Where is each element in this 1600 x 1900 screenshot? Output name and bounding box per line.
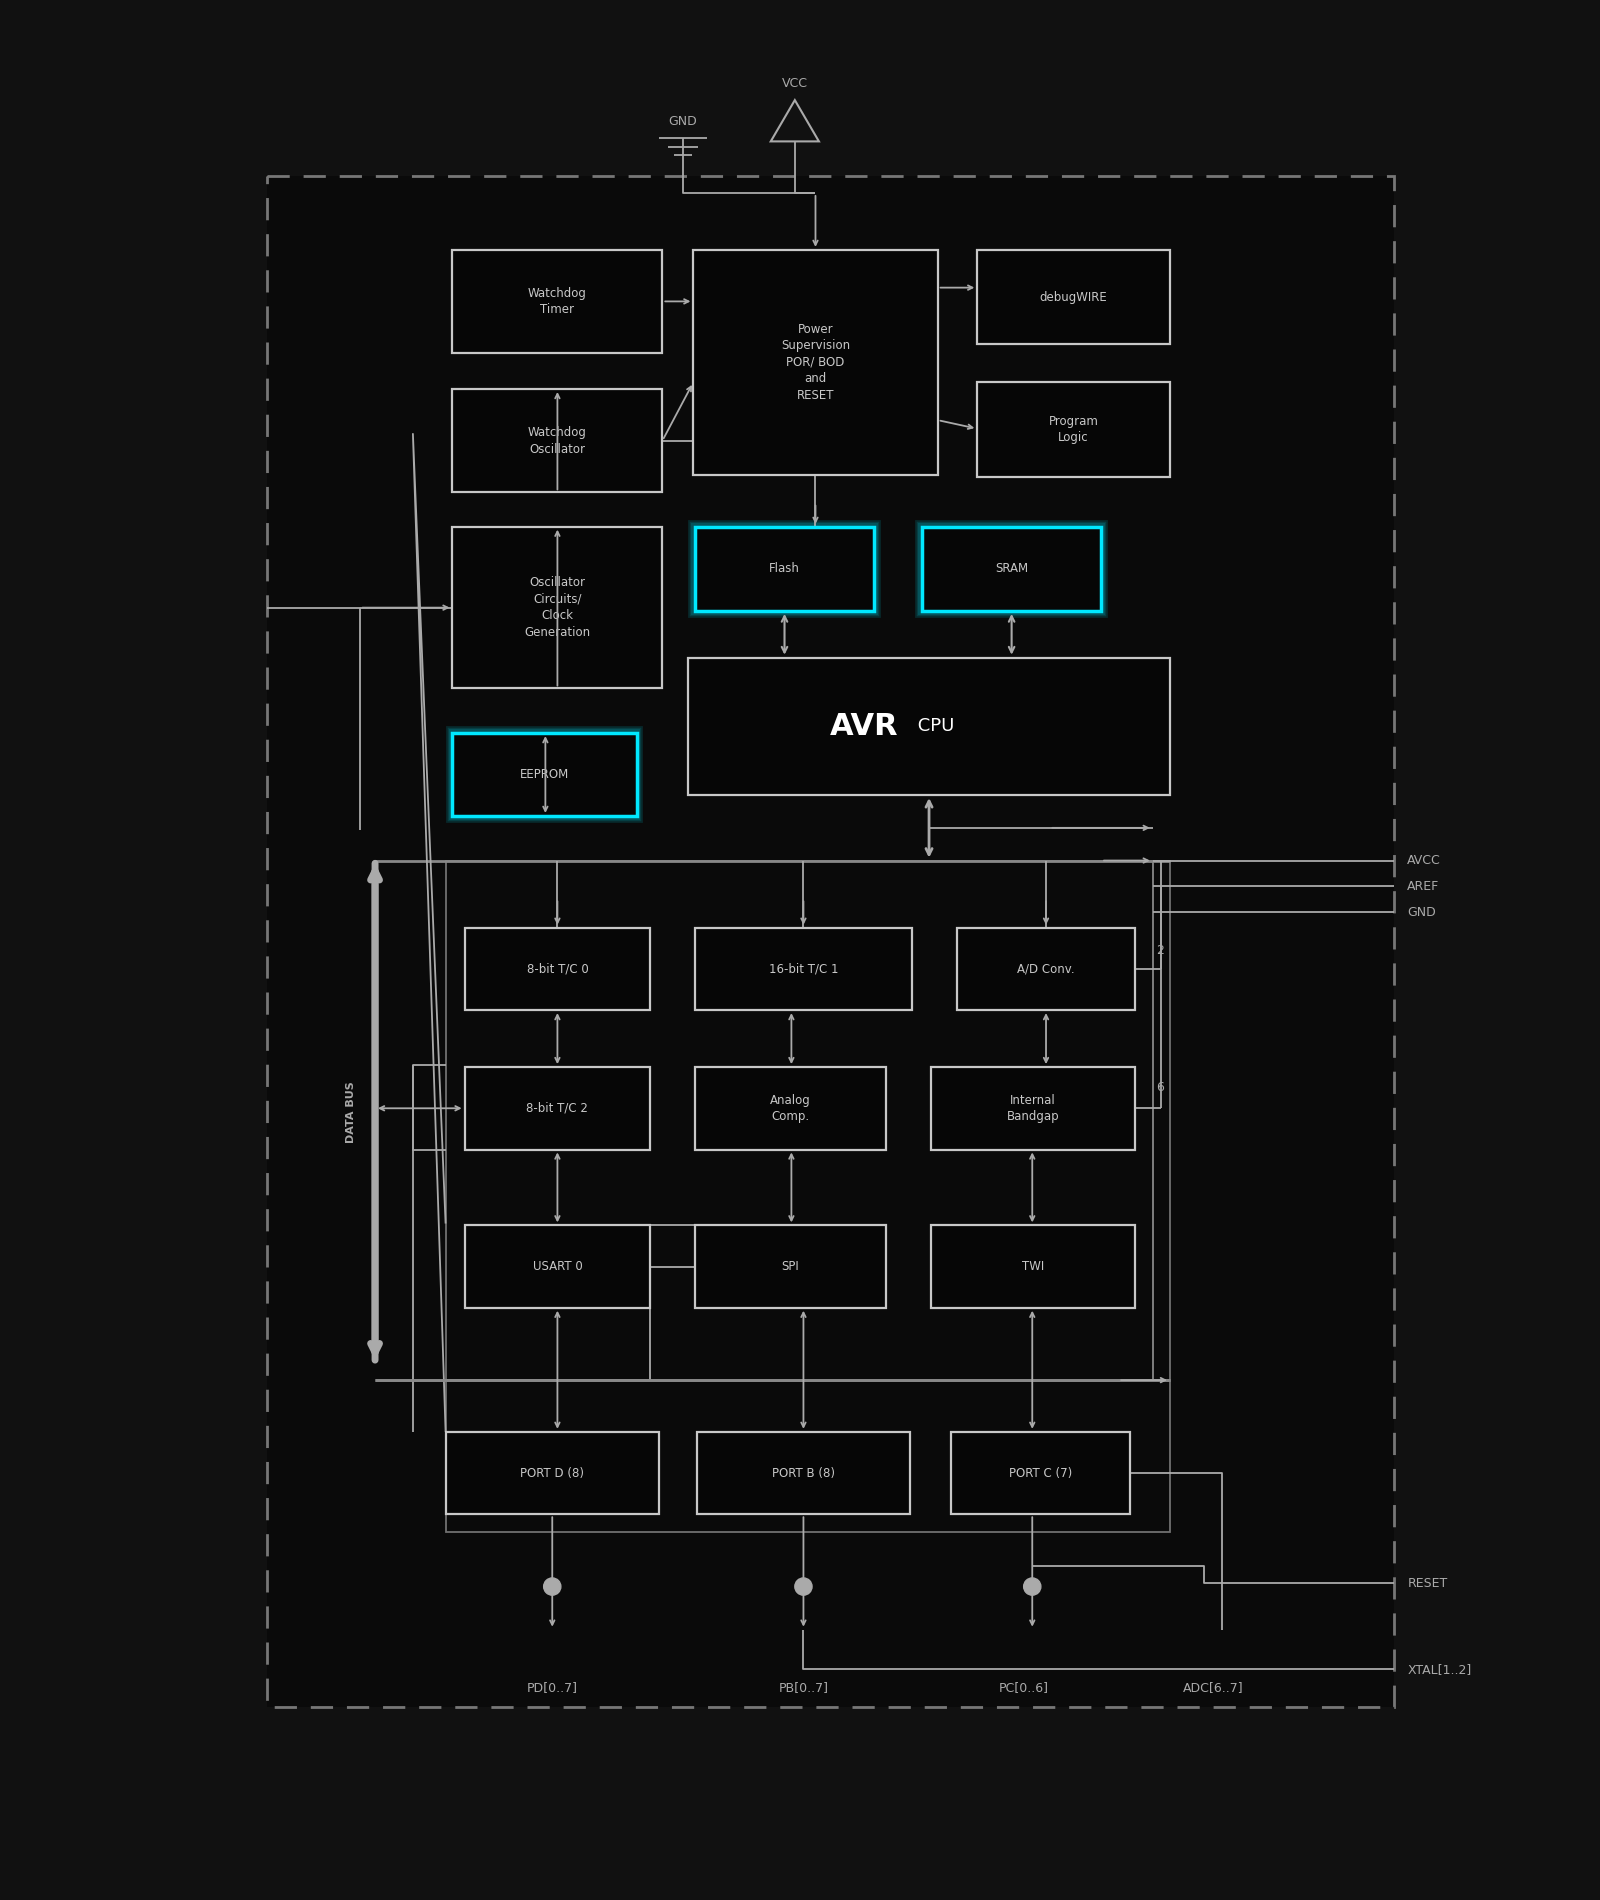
Text: Watchdog
Oscillator: Watchdog Oscillator bbox=[528, 426, 587, 456]
Bar bbox=[445, 1433, 659, 1514]
Bar bbox=[931, 1226, 1136, 1307]
Bar bbox=[453, 249, 662, 353]
Bar bbox=[694, 526, 875, 612]
Text: CPU: CPU bbox=[912, 718, 954, 735]
Text: Analog
Comp.: Analog Comp. bbox=[770, 1094, 811, 1123]
Text: debugWIRE: debugWIRE bbox=[1040, 291, 1107, 304]
Bar bbox=[957, 927, 1136, 1011]
Text: XTAL[1..2]: XTAL[1..2] bbox=[1408, 1662, 1472, 1676]
Text: 8-bit T/C 0: 8-bit T/C 0 bbox=[526, 963, 589, 975]
Bar bbox=[694, 927, 912, 1011]
Text: 2: 2 bbox=[1157, 944, 1165, 956]
Text: Watchdog
Timer: Watchdog Timer bbox=[528, 287, 587, 315]
Text: Flash: Flash bbox=[770, 562, 800, 576]
Circle shape bbox=[544, 1579, 562, 1596]
Bar bbox=[451, 732, 637, 817]
Text: PORT B (8): PORT B (8) bbox=[771, 1467, 835, 1480]
Text: EEPROM: EEPROM bbox=[520, 768, 570, 781]
Text: GND: GND bbox=[1408, 906, 1437, 920]
Bar bbox=[696, 1433, 910, 1514]
Text: Oscillator
Circuits/
Clock
Generation: Oscillator Circuits/ Clock Generation bbox=[525, 576, 590, 638]
Bar bbox=[978, 382, 1170, 477]
Text: A/D Conv.: A/D Conv. bbox=[1018, 963, 1075, 975]
Text: RESET: RESET bbox=[1408, 1577, 1448, 1590]
Text: AVR: AVR bbox=[829, 712, 898, 741]
Text: Power
Supervision
POR/ BOD
and
RESET: Power Supervision POR/ BOD and RESET bbox=[781, 323, 850, 403]
Text: PC[0..6]: PC[0..6] bbox=[998, 1682, 1048, 1695]
Bar bbox=[267, 177, 1394, 1706]
Bar bbox=[694, 1068, 886, 1150]
Text: PORT C (7): PORT C (7) bbox=[1010, 1467, 1072, 1480]
Bar bbox=[453, 526, 662, 688]
Text: AVCC: AVCC bbox=[1408, 853, 1442, 866]
Bar bbox=[694, 526, 875, 612]
Bar bbox=[451, 732, 637, 817]
Bar bbox=[464, 1226, 650, 1307]
Circle shape bbox=[1024, 1579, 1042, 1596]
Text: PB[0..7]: PB[0..7] bbox=[779, 1682, 829, 1695]
Text: PORT D (8): PORT D (8) bbox=[520, 1467, 584, 1480]
Bar bbox=[694, 526, 874, 612]
Text: 8-bit T/C 2: 8-bit T/C 2 bbox=[526, 1102, 589, 1115]
Circle shape bbox=[795, 1579, 813, 1596]
Bar bbox=[688, 657, 1170, 796]
Text: USART 0: USART 0 bbox=[533, 1260, 582, 1273]
Bar bbox=[694, 526, 875, 612]
Text: Internal
Bandgap: Internal Bandgap bbox=[1006, 1094, 1059, 1123]
Bar bbox=[694, 1226, 886, 1307]
Text: AREF: AREF bbox=[1408, 880, 1440, 893]
Bar bbox=[922, 526, 1102, 612]
Text: 6: 6 bbox=[1157, 1081, 1165, 1094]
Bar bbox=[451, 732, 637, 817]
Text: Program
Logic: Program Logic bbox=[1048, 414, 1099, 445]
Bar bbox=[464, 927, 650, 1011]
Bar bbox=[453, 390, 662, 492]
Bar bbox=[952, 1433, 1130, 1514]
Bar bbox=[931, 1068, 1136, 1150]
Text: ADC[6..7]: ADC[6..7] bbox=[1182, 1682, 1243, 1695]
Bar bbox=[922, 526, 1102, 612]
Text: DATA BUS: DATA BUS bbox=[346, 1081, 355, 1142]
Bar bbox=[922, 526, 1102, 612]
Bar bbox=[922, 526, 1101, 612]
Text: PD[0..7]: PD[0..7] bbox=[526, 1682, 578, 1695]
Text: GND: GND bbox=[669, 114, 698, 127]
Text: VCC: VCC bbox=[782, 76, 808, 89]
Text: 16-bit T/C 1: 16-bit T/C 1 bbox=[768, 963, 838, 975]
Text: SPI: SPI bbox=[782, 1260, 800, 1273]
Bar bbox=[445, 861, 1170, 1531]
Bar bbox=[453, 733, 637, 815]
Text: TWI: TWI bbox=[1022, 1260, 1045, 1273]
Text: SRAM: SRAM bbox=[995, 562, 1029, 576]
Bar bbox=[464, 1068, 650, 1150]
Bar bbox=[978, 249, 1170, 344]
Bar bbox=[693, 249, 938, 475]
Bar bbox=[267, 177, 1394, 1706]
